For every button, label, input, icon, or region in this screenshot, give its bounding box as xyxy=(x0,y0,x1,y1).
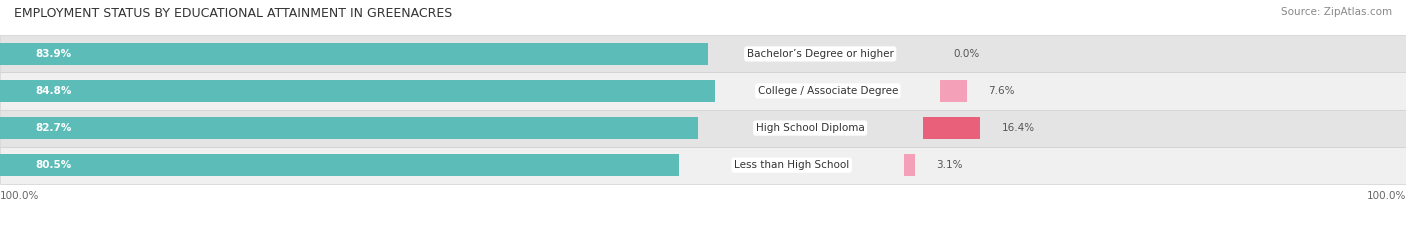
Text: 84.8%: 84.8% xyxy=(35,86,72,96)
Text: High School Diploma: High School Diploma xyxy=(756,123,865,133)
Text: 100.0%: 100.0% xyxy=(1367,191,1406,201)
Bar xyxy=(0,117,697,139)
Bar xyxy=(0,80,716,102)
Text: 80.5%: 80.5% xyxy=(35,160,72,170)
Text: EMPLOYMENT STATUS BY EDUCATIONAL ATTAINMENT IN GREENACRES: EMPLOYMENT STATUS BY EDUCATIONAL ATTAINM… xyxy=(14,7,453,20)
Bar xyxy=(0,43,707,65)
Bar xyxy=(0,110,1406,147)
Text: 16.4%: 16.4% xyxy=(1001,123,1035,133)
Text: Less than High School: Less than High School xyxy=(734,160,849,170)
Text: 83.9%: 83.9% xyxy=(35,49,72,59)
Bar xyxy=(0,72,1406,110)
Bar xyxy=(904,154,915,176)
Text: College / Associate Degree: College / Associate Degree xyxy=(758,86,898,96)
Bar xyxy=(0,35,1406,72)
Bar xyxy=(0,154,679,176)
Bar xyxy=(0,147,1406,184)
Text: 7.6%: 7.6% xyxy=(988,86,1015,96)
Bar xyxy=(922,117,980,139)
Text: 0.0%: 0.0% xyxy=(953,49,980,59)
Bar xyxy=(941,80,967,102)
Text: Bachelor’s Degree or higher: Bachelor’s Degree or higher xyxy=(747,49,894,59)
Text: 100.0%: 100.0% xyxy=(0,191,39,201)
Text: Source: ZipAtlas.com: Source: ZipAtlas.com xyxy=(1281,7,1392,17)
Text: 3.1%: 3.1% xyxy=(936,160,963,170)
Text: 82.7%: 82.7% xyxy=(35,123,72,133)
